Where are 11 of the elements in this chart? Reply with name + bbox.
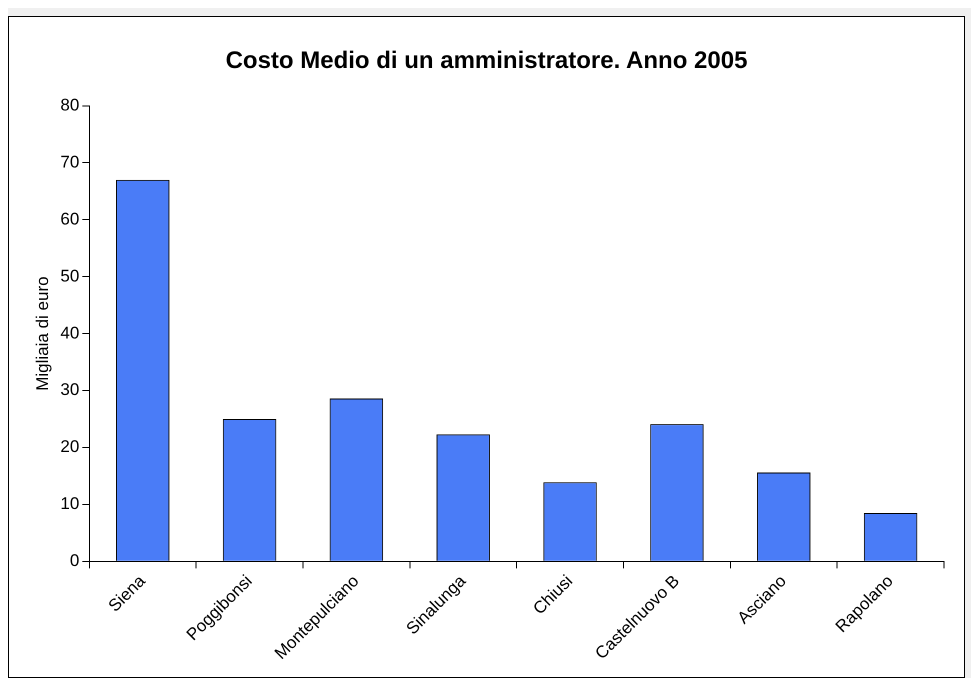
y-tick-label: 70	[60, 152, 80, 172]
y-tick-label: 40	[60, 323, 80, 342]
y-tick-label: 0	[70, 551, 80, 570]
y-tick-label: 20	[60, 437, 80, 456]
y-tick-label: 30	[60, 380, 80, 400]
y-tick-label: 60	[60, 209, 80, 228]
y-tick-label: 80	[60, 95, 80, 114]
y-tick-label: 50	[60, 266, 80, 286]
chart-title: Costo Medio di un amministratore. Anno 2005	[226, 47, 748, 74]
y-axis-title: Migliaia di euro	[32, 276, 52, 391]
y-tick-label: 10	[60, 494, 80, 514]
